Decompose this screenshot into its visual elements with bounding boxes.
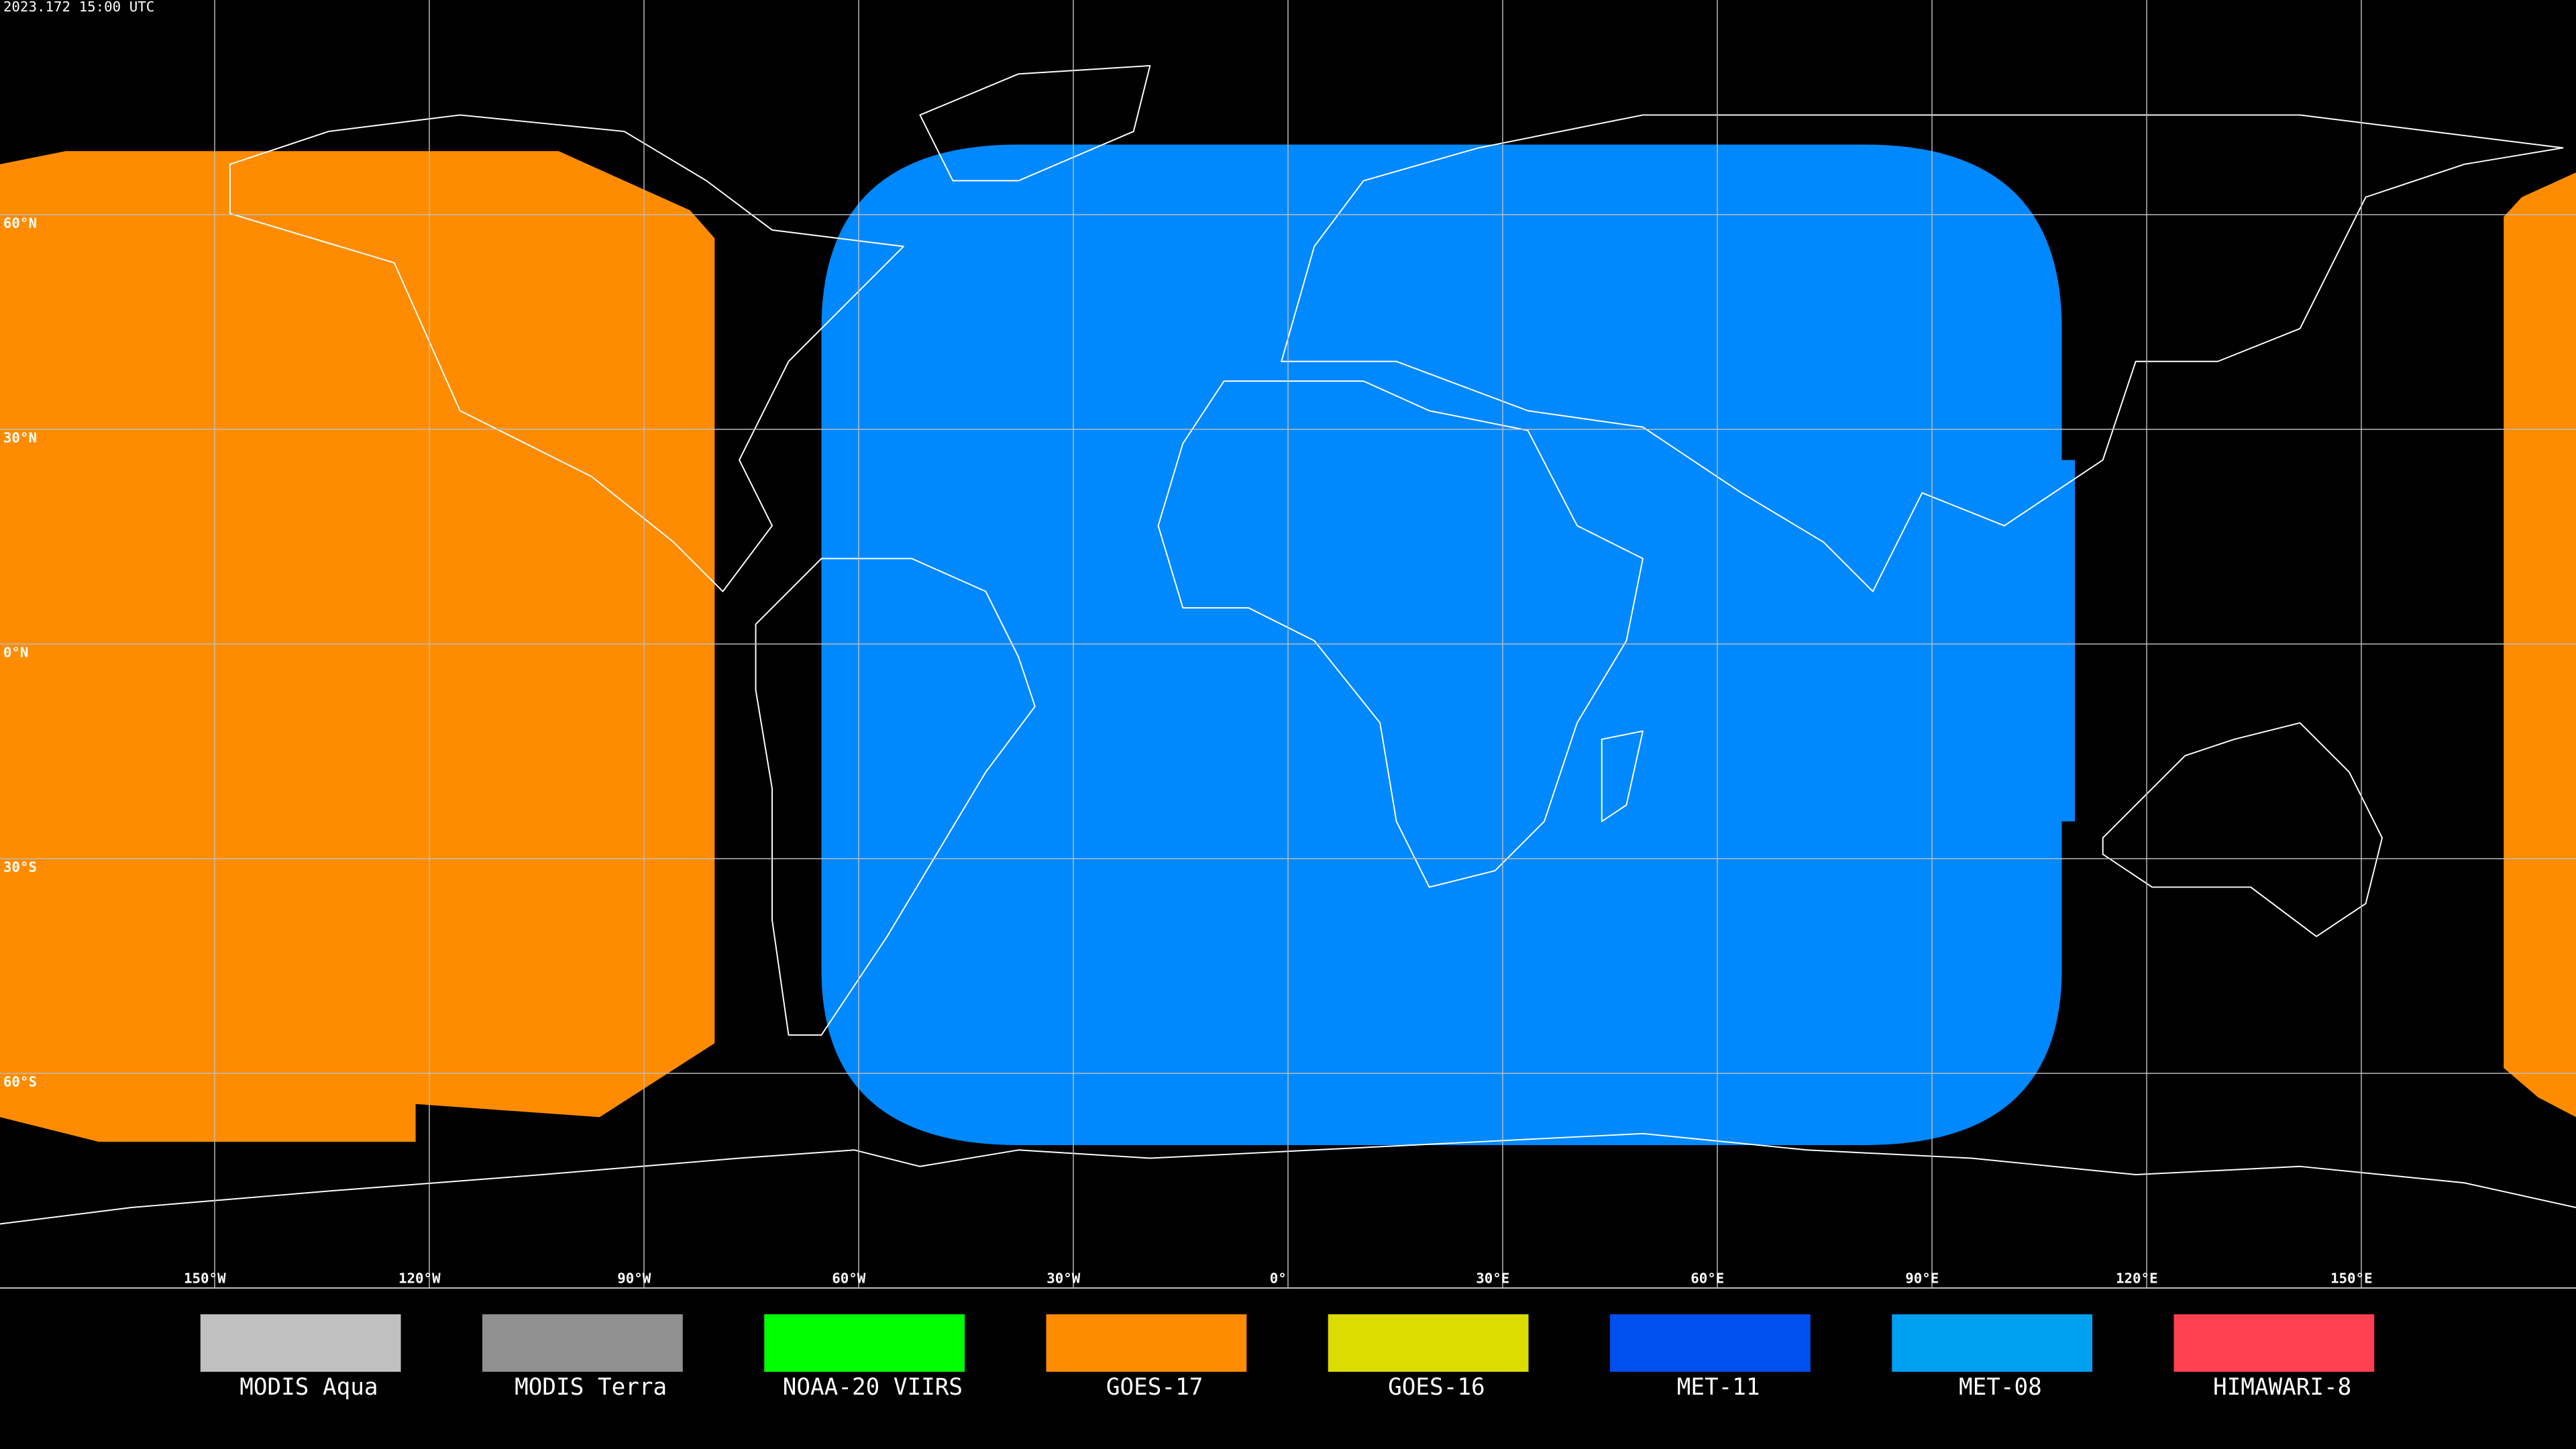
legend-label: NOAA-20 VIIRS [783,1374,963,1401]
coastline [229,114,904,592]
goes-17-coverage-east [2504,172,2576,1118]
lat-label: 60°S [3,1074,37,1090]
coastline [1601,730,1644,822]
legend-swatch [200,1314,401,1372]
lon-label: 60°E [1690,1271,1724,1287]
legend-label: MET-11 [1677,1374,1760,1401]
legend-swatch [1892,1314,2093,1372]
lat-label: 60°N [3,215,37,231]
graticule: 60°N 30°N 0°N 30°S 60°S 150°W 120°W 90°W 60°W 30°… [0,0,2576,1288]
goes-17-coverage [0,151,715,1142]
coastline [0,1132,2576,1225]
legend-swatch [764,1314,965,1372]
legend-label: MET-08 [1959,1374,2042,1401]
lon-label: 30°E [1476,1271,1509,1287]
legend-label: MODIS Terra [515,1374,667,1401]
legend-swatch [2174,1314,2375,1372]
legend-swatch [482,1314,683,1372]
coastline [2102,722,2383,937]
legend-swatch [1328,1314,1529,1372]
lat-label: 30°N [3,430,37,446]
legend-swatch [1046,1314,1247,1372]
legend-swatch [1610,1314,1811,1372]
lat-label: 0°N [3,645,29,661]
lon-label: 150°W [184,1271,226,1287]
legend-label: GOES-17 [1106,1374,1203,1401]
lon-label: 120°W [398,1271,441,1287]
lon-label: 150°E [2330,1271,2373,1287]
coastline [919,64,1151,182]
coastlines [0,64,2576,1225]
legend-label: HIMAWARI-8 [2213,1374,2351,1401]
lon-label: 90°W [617,1271,651,1287]
legend-label: MODIS Aqua [239,1374,378,1401]
legend: MODIS Aqua MODIS Terra NOAA-20 VIIRS GOES-1… [200,1314,2375,1401]
lon-label: 30°W [1046,1271,1081,1287]
coastline [1157,380,1644,888]
lon-label: 0° [1270,1271,1287,1287]
coastline [1281,114,2564,592]
coastline [755,557,1036,1036]
timestamp: 2023.172 15:00 UTC [3,0,154,15]
legend-label: GOES-16 [1388,1374,1485,1401]
lon-label: 90°E [1905,1271,1939,1287]
lon-label: 120°E [2116,1271,2158,1287]
lat-label: 30°S [3,859,37,875]
met-08-coverage [821,144,2076,1145]
lon-label: 60°W [832,1271,866,1287]
